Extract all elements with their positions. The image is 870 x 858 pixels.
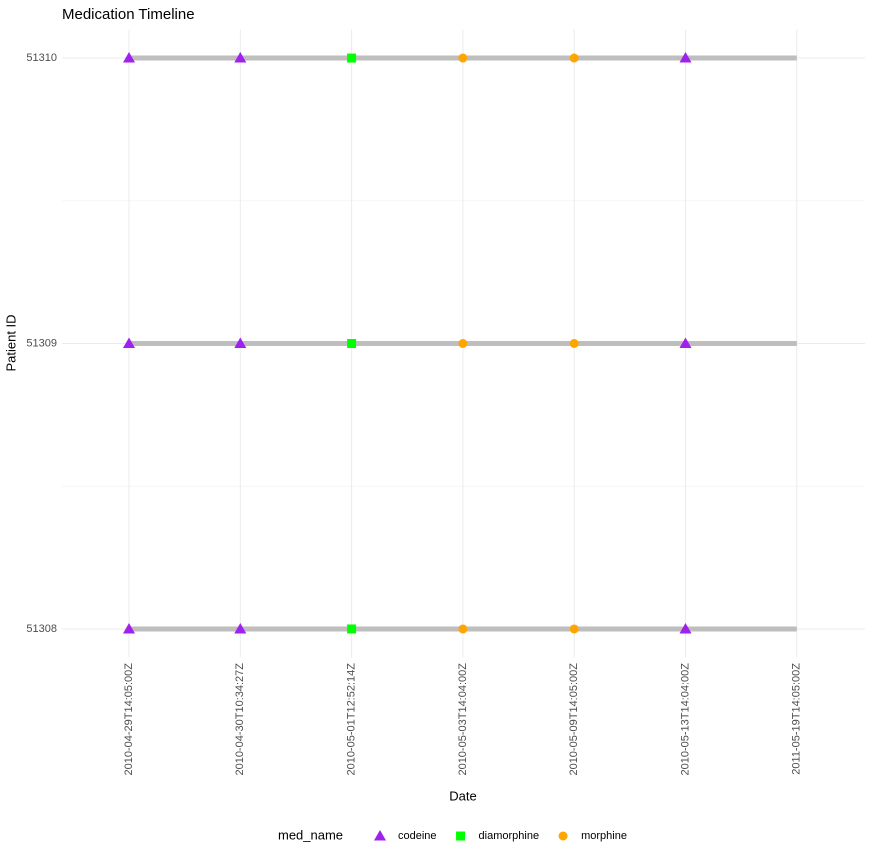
point	[679, 52, 692, 63]
point	[234, 622, 247, 634]
point	[458, 53, 468, 63]
point	[458, 624, 468, 634]
legend-label: diamorphine	[479, 830, 540, 842]
point	[569, 339, 579, 348]
x-tick-label: 2010-04-29T14:05:00Z	[123, 663, 135, 776]
legend-label: codeine	[398, 830, 437, 842]
y-axis-label: Patient ID	[3, 314, 18, 371]
point	[123, 622, 135, 634]
point	[234, 52, 247, 63]
y-tick-label: 51308	[26, 623, 57, 635]
x-tick-label: 2010-04-30T10:34:27Z	[234, 663, 246, 776]
point	[569, 624, 579, 634]
point	[347, 624, 357, 634]
legend-key	[456, 831, 466, 841]
x-tick-label: 2010-05-01T12:52:14Z	[346, 663, 358, 776]
legend-label: morphine	[581, 830, 627, 842]
x-tick-label: 2010-05-13T14:04:00Z	[679, 663, 691, 776]
point	[347, 339, 357, 348]
point	[123, 52, 135, 63]
point	[123, 337, 135, 348]
point	[458, 339, 468, 348]
x-tick-label: 2010-05-09T14:05:00Z	[568, 663, 580, 776]
point	[234, 337, 247, 348]
x-tick-label: 2011-05-19T14:05:00Z	[791, 663, 803, 775]
legend-title: med_name	[278, 827, 343, 842]
legend-key	[558, 831, 568, 841]
x-tick-label: 2010-05-03T14:04:00Z	[457, 663, 469, 776]
point	[679, 337, 692, 348]
point	[347, 53, 357, 63]
point	[569, 53, 579, 63]
y-tick-label: 51310	[26, 52, 57, 64]
point	[679, 622, 692, 634]
x-axis-label: Date	[449, 788, 476, 803]
y-tick-label: 51309	[26, 337, 57, 349]
legend-key	[374, 830, 386, 841]
chart-title: Medication Timeline	[62, 6, 195, 23]
